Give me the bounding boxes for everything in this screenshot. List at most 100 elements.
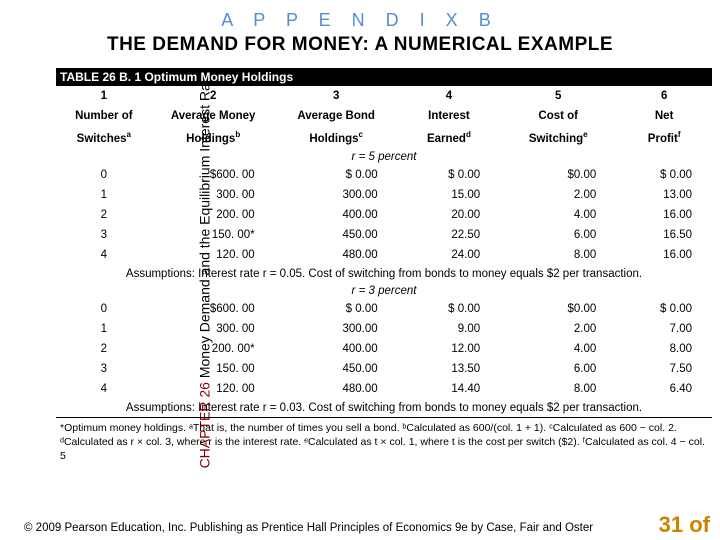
- cell: 3: [56, 225, 152, 245]
- cell: 1: [56, 319, 152, 339]
- cell: 120. 00: [152, 379, 275, 399]
- col-sublabel: Holdingsc: [275, 126, 398, 149]
- cell: 4: [56, 245, 152, 265]
- table-header: 123456 Number ofAverage MoneyAverage Bon…: [56, 86, 712, 149]
- cell: $0.00: [500, 165, 616, 185]
- cell: 7.50: [616, 359, 712, 379]
- cell: 16.00: [616, 245, 712, 265]
- cell: $ 0.00: [275, 299, 398, 319]
- table-row: 2200. 00*400.0012.004.008.00: [56, 339, 712, 359]
- cell: 8.00: [500, 245, 616, 265]
- cell: 4.00: [500, 339, 616, 359]
- cell: 12.00: [398, 339, 500, 359]
- table-row: 4120. 00480.0024.008.0016.00: [56, 245, 712, 265]
- section-label-row: r = 5 percent: [56, 149, 712, 165]
- cell: 120. 00: [152, 245, 275, 265]
- table-row: 0$600. 00$ 0.00$ 0.00$0.00$ 0.00: [56, 165, 712, 185]
- page-number: 31 of: [659, 512, 710, 538]
- table-row: 3150. 00*450.0022.506.0016.50: [56, 225, 712, 245]
- cell: 450.00: [275, 225, 398, 245]
- cell: 300.00: [275, 319, 398, 339]
- cell: 2.00: [500, 185, 616, 205]
- col-num: 6: [616, 86, 712, 106]
- col-sublabel: Switchinge: [500, 126, 616, 149]
- cell: 8.00: [500, 379, 616, 399]
- table-row: 1300. 00300.0015.002.0013.00: [56, 185, 712, 205]
- cell: 2.00: [500, 319, 616, 339]
- cell: 480.00: [275, 245, 398, 265]
- cell: 6.00: [500, 225, 616, 245]
- cell: 0: [56, 299, 152, 319]
- cell: 6.40: [616, 379, 712, 399]
- cell: 400.00: [275, 339, 398, 359]
- cell: 4: [56, 379, 152, 399]
- cell: 13.00: [616, 185, 712, 205]
- col-sublabel: Holdingsb: [152, 126, 275, 149]
- cell: 16.50: [616, 225, 712, 245]
- col-label: Interest: [398, 106, 500, 126]
- cell: 300. 00: [152, 319, 275, 339]
- col-sublabel: Profitf: [616, 126, 712, 149]
- table-title-bar: TABLE 26 B. 1 Optimum Money Holdings: [56, 68, 712, 86]
- cell: 14.40: [398, 379, 500, 399]
- cell: 200. 00: [152, 205, 275, 225]
- assumption-text: Assumptions: Interest rate r = 0.03. Cos…: [56, 399, 712, 417]
- cell: 15.00: [398, 185, 500, 205]
- col-label: Net: [616, 106, 712, 126]
- col-num: 2: [152, 86, 275, 106]
- cell: 8.00: [616, 339, 712, 359]
- cell: 20.00: [398, 205, 500, 225]
- cell: 300. 00: [152, 185, 275, 205]
- assumption-row: Assumptions: Interest rate r = 0.05. Cos…: [56, 265, 712, 283]
- assumption-text: Assumptions: Interest rate r = 0.05. Cos…: [56, 265, 712, 283]
- cell: $ 0.00: [275, 165, 398, 185]
- copyright: © 2009 Pearson Education, Inc. Publishin…: [24, 522, 593, 534]
- cell: 4.00: [500, 205, 616, 225]
- cell: 2: [56, 205, 152, 225]
- cell: 400.00: [275, 205, 398, 225]
- cell: 16.00: [616, 205, 712, 225]
- col-num: 4: [398, 86, 500, 106]
- cell: $0.00: [500, 299, 616, 319]
- table-row: 3150. 00450.0013.506.007.50: [56, 359, 712, 379]
- assumption-row: Assumptions: Interest rate r = 0.03. Cos…: [56, 399, 712, 417]
- table-container: TABLE 26 B. 1 Optimum Money Holdings 123…: [56, 68, 712, 466]
- cell: 450.00: [275, 359, 398, 379]
- table-row: 1300. 00300.009.002.007.00: [56, 319, 712, 339]
- cell: 0: [56, 165, 152, 185]
- cell: 2: [56, 339, 152, 359]
- col-num: 3: [275, 86, 398, 106]
- footnote: *Optimum money holdings. ᵃThat is, the n…: [56, 417, 712, 467]
- col-label: Average Money: [152, 106, 275, 126]
- col-num: 1: [56, 86, 152, 106]
- cell: 1: [56, 185, 152, 205]
- section-label-row: r = 3 percent: [56, 283, 712, 299]
- cell: 150. 00*: [152, 225, 275, 245]
- cell: 300.00: [275, 185, 398, 205]
- cell: $ 0.00: [616, 299, 712, 319]
- money-holdings-table: 123456 Number ofAverage MoneyAverage Bon…: [56, 86, 712, 417]
- col-label: Number of: [56, 106, 152, 126]
- section-label: r = 5 percent: [56, 149, 712, 165]
- cell: $600. 00: [152, 299, 275, 319]
- col-label: Average Bond: [275, 106, 398, 126]
- cell: $ 0.00: [398, 165, 500, 185]
- table-row: 0$600. 00$ 0.00$ 0.00$0.00$ 0.00: [56, 299, 712, 319]
- cell: 200. 00*: [152, 339, 275, 359]
- table-row: 2200. 00400.0020.004.0016.00: [56, 205, 712, 225]
- cell: 7.00: [616, 319, 712, 339]
- cell: 480.00: [275, 379, 398, 399]
- cell: $ 0.00: [616, 165, 712, 185]
- cell: 13.50: [398, 359, 500, 379]
- cell: 150. 00: [152, 359, 275, 379]
- cell: $ 0.00: [398, 299, 500, 319]
- col-label: Cost of: [500, 106, 616, 126]
- section-label: r = 3 percent: [56, 283, 712, 299]
- cell: 24.00: [398, 245, 500, 265]
- table-row: 4120. 00480.0014.408.006.40: [56, 379, 712, 399]
- col-num: 5: [500, 86, 616, 106]
- cell: 6.00: [500, 359, 616, 379]
- cell: $600. 00: [152, 165, 275, 185]
- cell: 3: [56, 359, 152, 379]
- cell: 9.00: [398, 319, 500, 339]
